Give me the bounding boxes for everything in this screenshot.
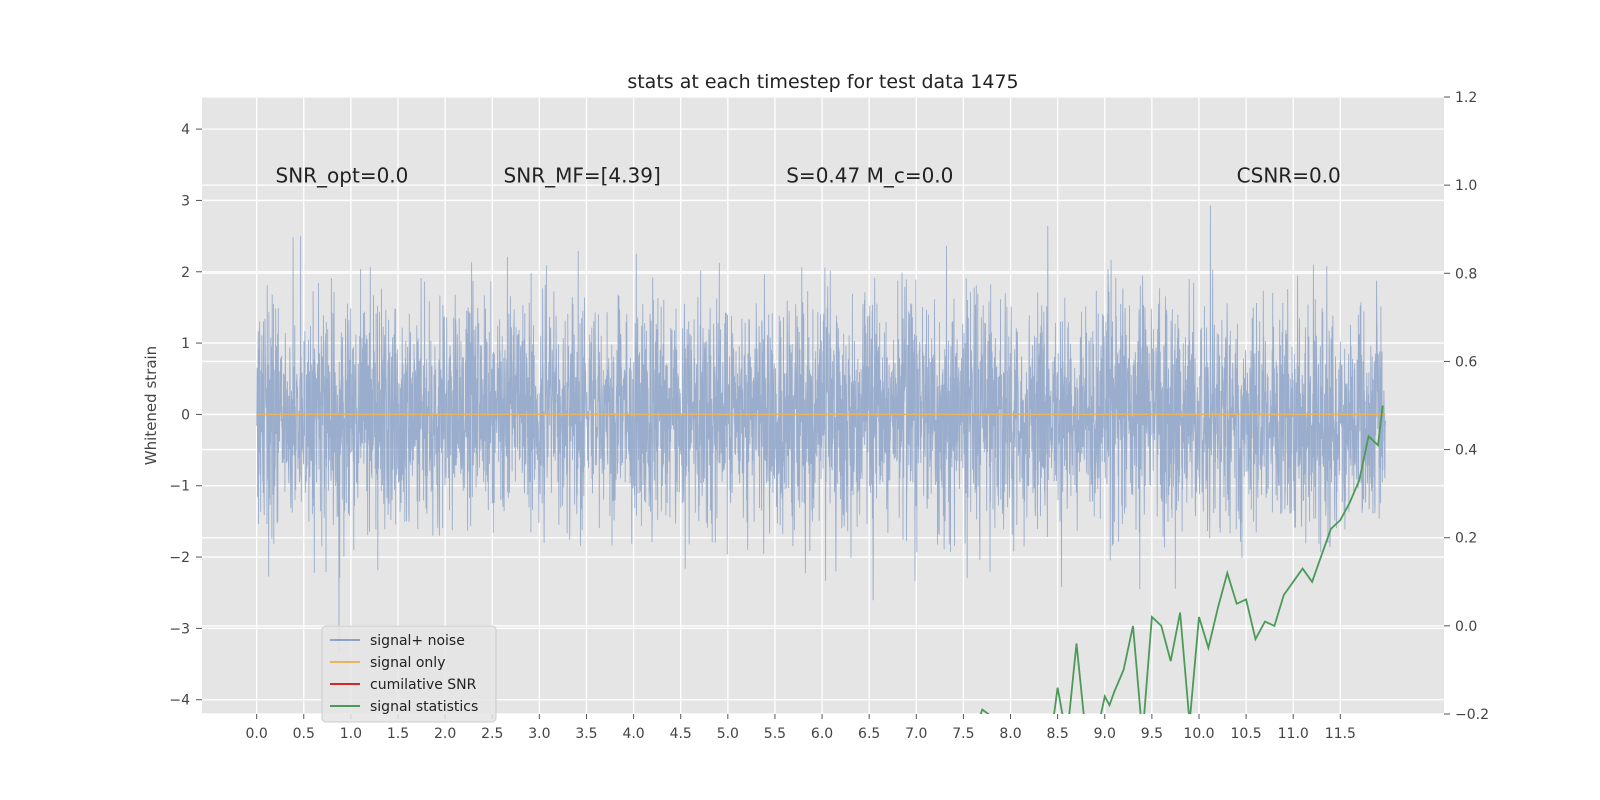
y-right-tick-label: 0.6: [1455, 354, 1477, 370]
y-right-tick-label: −0.2: [1455, 707, 1489, 723]
legend-box: [321, 625, 497, 723]
x-tick-label: 1.0: [340, 726, 362, 742]
x-tick-label: 7.0: [905, 726, 927, 742]
y-axis-left: 4 3 2 1 0 −1 −2 −3 −4: [169, 122, 202, 709]
series-signal-noise: [256, 205, 1387, 652]
legend-entry: cumilative SNR: [370, 677, 477, 693]
x-tick-label: 8.0: [999, 726, 1021, 742]
x-tick-label: 11.5: [1325, 726, 1356, 742]
x-tick-label: 5.5: [764, 726, 786, 742]
annotation: S=0.47 M_c=0.0: [786, 164, 953, 188]
signal-statistics-line: [979, 405, 1384, 714]
y-tick-label: −1: [169, 479, 190, 495]
x-tick-label: 2.0: [434, 726, 456, 742]
annotation: SNR_opt=0.0: [276, 164, 409, 188]
x-tick-label: 6.5: [858, 726, 880, 742]
y-right-tick-label: 0.2: [1455, 531, 1477, 547]
x-tick-label: 6.0: [811, 726, 833, 742]
annotation: SNR_MF=[4.39]: [504, 164, 661, 188]
legend: signal+ noise signal only cumilative SNR si…: [321, 625, 497, 723]
x-tick-label: 3.0: [528, 726, 550, 742]
x-tick-label: 5.0: [717, 726, 739, 742]
x-tick-label: 9.5: [1141, 726, 1163, 742]
y-tick-label: −3: [169, 621, 190, 637]
y-tick-label: 0: [181, 407, 190, 423]
legend-entry: signal only: [370, 655, 445, 671]
annotations: SNR_opt=0.0 SNR_MF=[4.39] S=0.47 M_c=0.0 CS…: [276, 164, 1341, 188]
x-axis: 0.0 0.5 1.0 1.5 2.0 2.5 3.0 3.5 4.0 4.5 5.0 5.5 6.0 6…: [246, 714, 1356, 742]
y-tick-label: 1: [181, 336, 190, 352]
y-right-tick-label: 0.0: [1455, 619, 1477, 635]
y-right-tick-label: 1.2: [1455, 90, 1477, 106]
signal-noise-line: [256, 205, 1387, 652]
x-tick-label: 4.0: [622, 726, 644, 742]
x-tick-label: 10.5: [1231, 726, 1262, 742]
y-tick-label: 3: [181, 193, 190, 209]
x-tick-label: 4.5: [670, 726, 692, 742]
y-tick-label: −2: [169, 550, 190, 566]
x-tick-label: 10.0: [1183, 726, 1214, 742]
y-tick-label: −4: [169, 693, 190, 709]
x-tick-label: 9.0: [1094, 726, 1116, 742]
x-tick-label: 3.5: [575, 726, 597, 742]
series-signal-statistics: [979, 405, 1384, 714]
x-tick-label: 8.5: [1047, 726, 1069, 742]
y-tick-label: 4: [181, 122, 190, 138]
legend-entry: signal+ noise: [370, 633, 465, 649]
x-tick-label: 0.5: [293, 726, 315, 742]
x-tick-label: 11.0: [1278, 726, 1309, 742]
y-right-tick-label: 0.8: [1455, 266, 1477, 282]
y-right-tick-label: 1.0: [1455, 178, 1477, 194]
x-tick-label: 7.5: [952, 726, 974, 742]
y-right-tick-label: 0.4: [1455, 443, 1477, 459]
annotation: CSNR=0.0: [1237, 164, 1341, 188]
x-tick-label: 2.5: [481, 726, 503, 742]
y-tick-label: 2: [181, 265, 190, 281]
chart-title: stats at each timestep for test data 147…: [627, 71, 1018, 93]
y-axis-label: Whitened strain: [142, 346, 160, 465]
x-tick-label: 1.5: [387, 726, 409, 742]
legend-entry: signal statistics: [370, 699, 478, 715]
x-tick-label: 0.0: [246, 726, 268, 742]
y-axis-right: 1.2 1.0 0.8 0.6 0.4 0.2 0.0 −0.2: [1444, 90, 1489, 723]
